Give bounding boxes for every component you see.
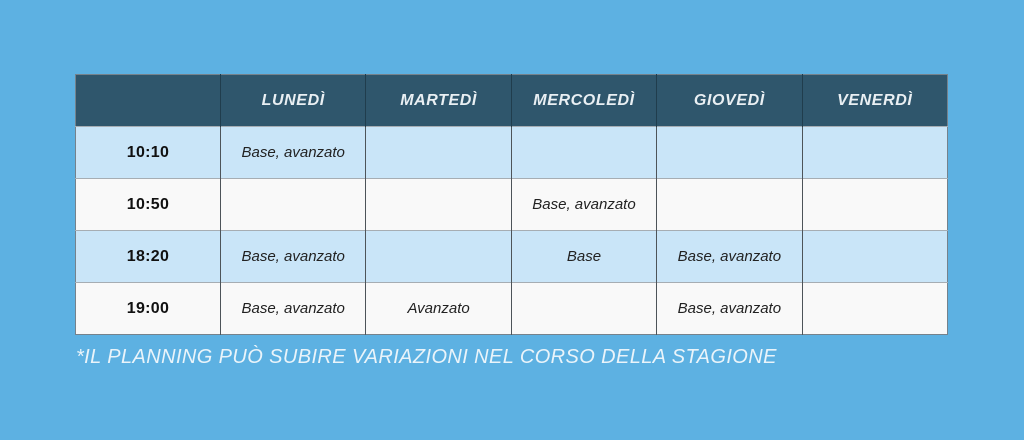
time-cell: 10:50 bbox=[75, 178, 221, 231]
time-cell: 18:20 bbox=[75, 230, 221, 283]
table-row-1050: 10:50 Base, avanzato bbox=[75, 178, 948, 231]
header-cell-tuesday: MARTEDÌ bbox=[365, 74, 512, 127]
schedule-cell-fri bbox=[801, 230, 948, 283]
schedule-cell-wed bbox=[510, 282, 657, 335]
header-cell-friday: VENERDÌ bbox=[801, 74, 948, 127]
time-cell: 19:00 bbox=[75, 282, 221, 335]
header-cell-monday: LUNEDÌ bbox=[219, 74, 366, 127]
schedule-cell-tue bbox=[365, 126, 512, 179]
schedule-cell-tue: Avanzato bbox=[365, 282, 512, 335]
time-cell: 10:10 bbox=[75, 126, 221, 179]
schedule-cell-thu bbox=[656, 178, 803, 231]
schedule-cell-mon: Base, avanzato bbox=[219, 230, 366, 283]
header-cell-wednesday: MERCOLEDÌ bbox=[510, 74, 657, 127]
schedule-cell-tue bbox=[365, 230, 512, 283]
schedule-cell-fri bbox=[801, 126, 948, 179]
header-row: LUNEDÌ MARTEDÌ MERCOLEDÌ GIOVEDÌ VENERDÌ bbox=[75, 74, 948, 127]
schedule-cell-mon: Base, avanzato bbox=[219, 126, 366, 179]
schedule-cell-thu bbox=[656, 126, 803, 179]
schedule-cell-wed bbox=[510, 126, 657, 179]
schedule-cell-thu: Base, avanzato bbox=[656, 230, 803, 283]
table-row-1010: 10:10 Base, avanzato bbox=[75, 126, 948, 179]
schedule-cell-fri bbox=[801, 178, 948, 231]
schedule-cell-wed: Base bbox=[510, 230, 657, 283]
header-cell-time bbox=[75, 74, 221, 127]
header-cell-thursday: GIOVEDÌ bbox=[656, 74, 803, 127]
table-row-1820: 18:20 Base, avanzato Base Base, avanzato bbox=[75, 230, 948, 283]
schedule-cell-fri bbox=[801, 282, 948, 335]
schedule-cell-thu: Base, avanzato bbox=[656, 282, 803, 335]
table-row-1900: 19:00 Base, avanzato Avanzato Base, avan… bbox=[75, 282, 948, 335]
schedule-cell-mon bbox=[219, 178, 366, 231]
schedule-cell-wed: Base, avanzato bbox=[510, 178, 657, 231]
schedule-table: LUNEDÌ MARTEDÌ MERCOLEDÌ GIOVEDÌ VENERDÌ… bbox=[75, 74, 948, 335]
schedule-cell-mon: Base, avanzato bbox=[219, 282, 366, 335]
footnote: *IL PLANNING PUÒ SUBIRE VARIAZIONI NEL C… bbox=[76, 346, 777, 368]
schedule-cell-tue bbox=[365, 178, 512, 231]
